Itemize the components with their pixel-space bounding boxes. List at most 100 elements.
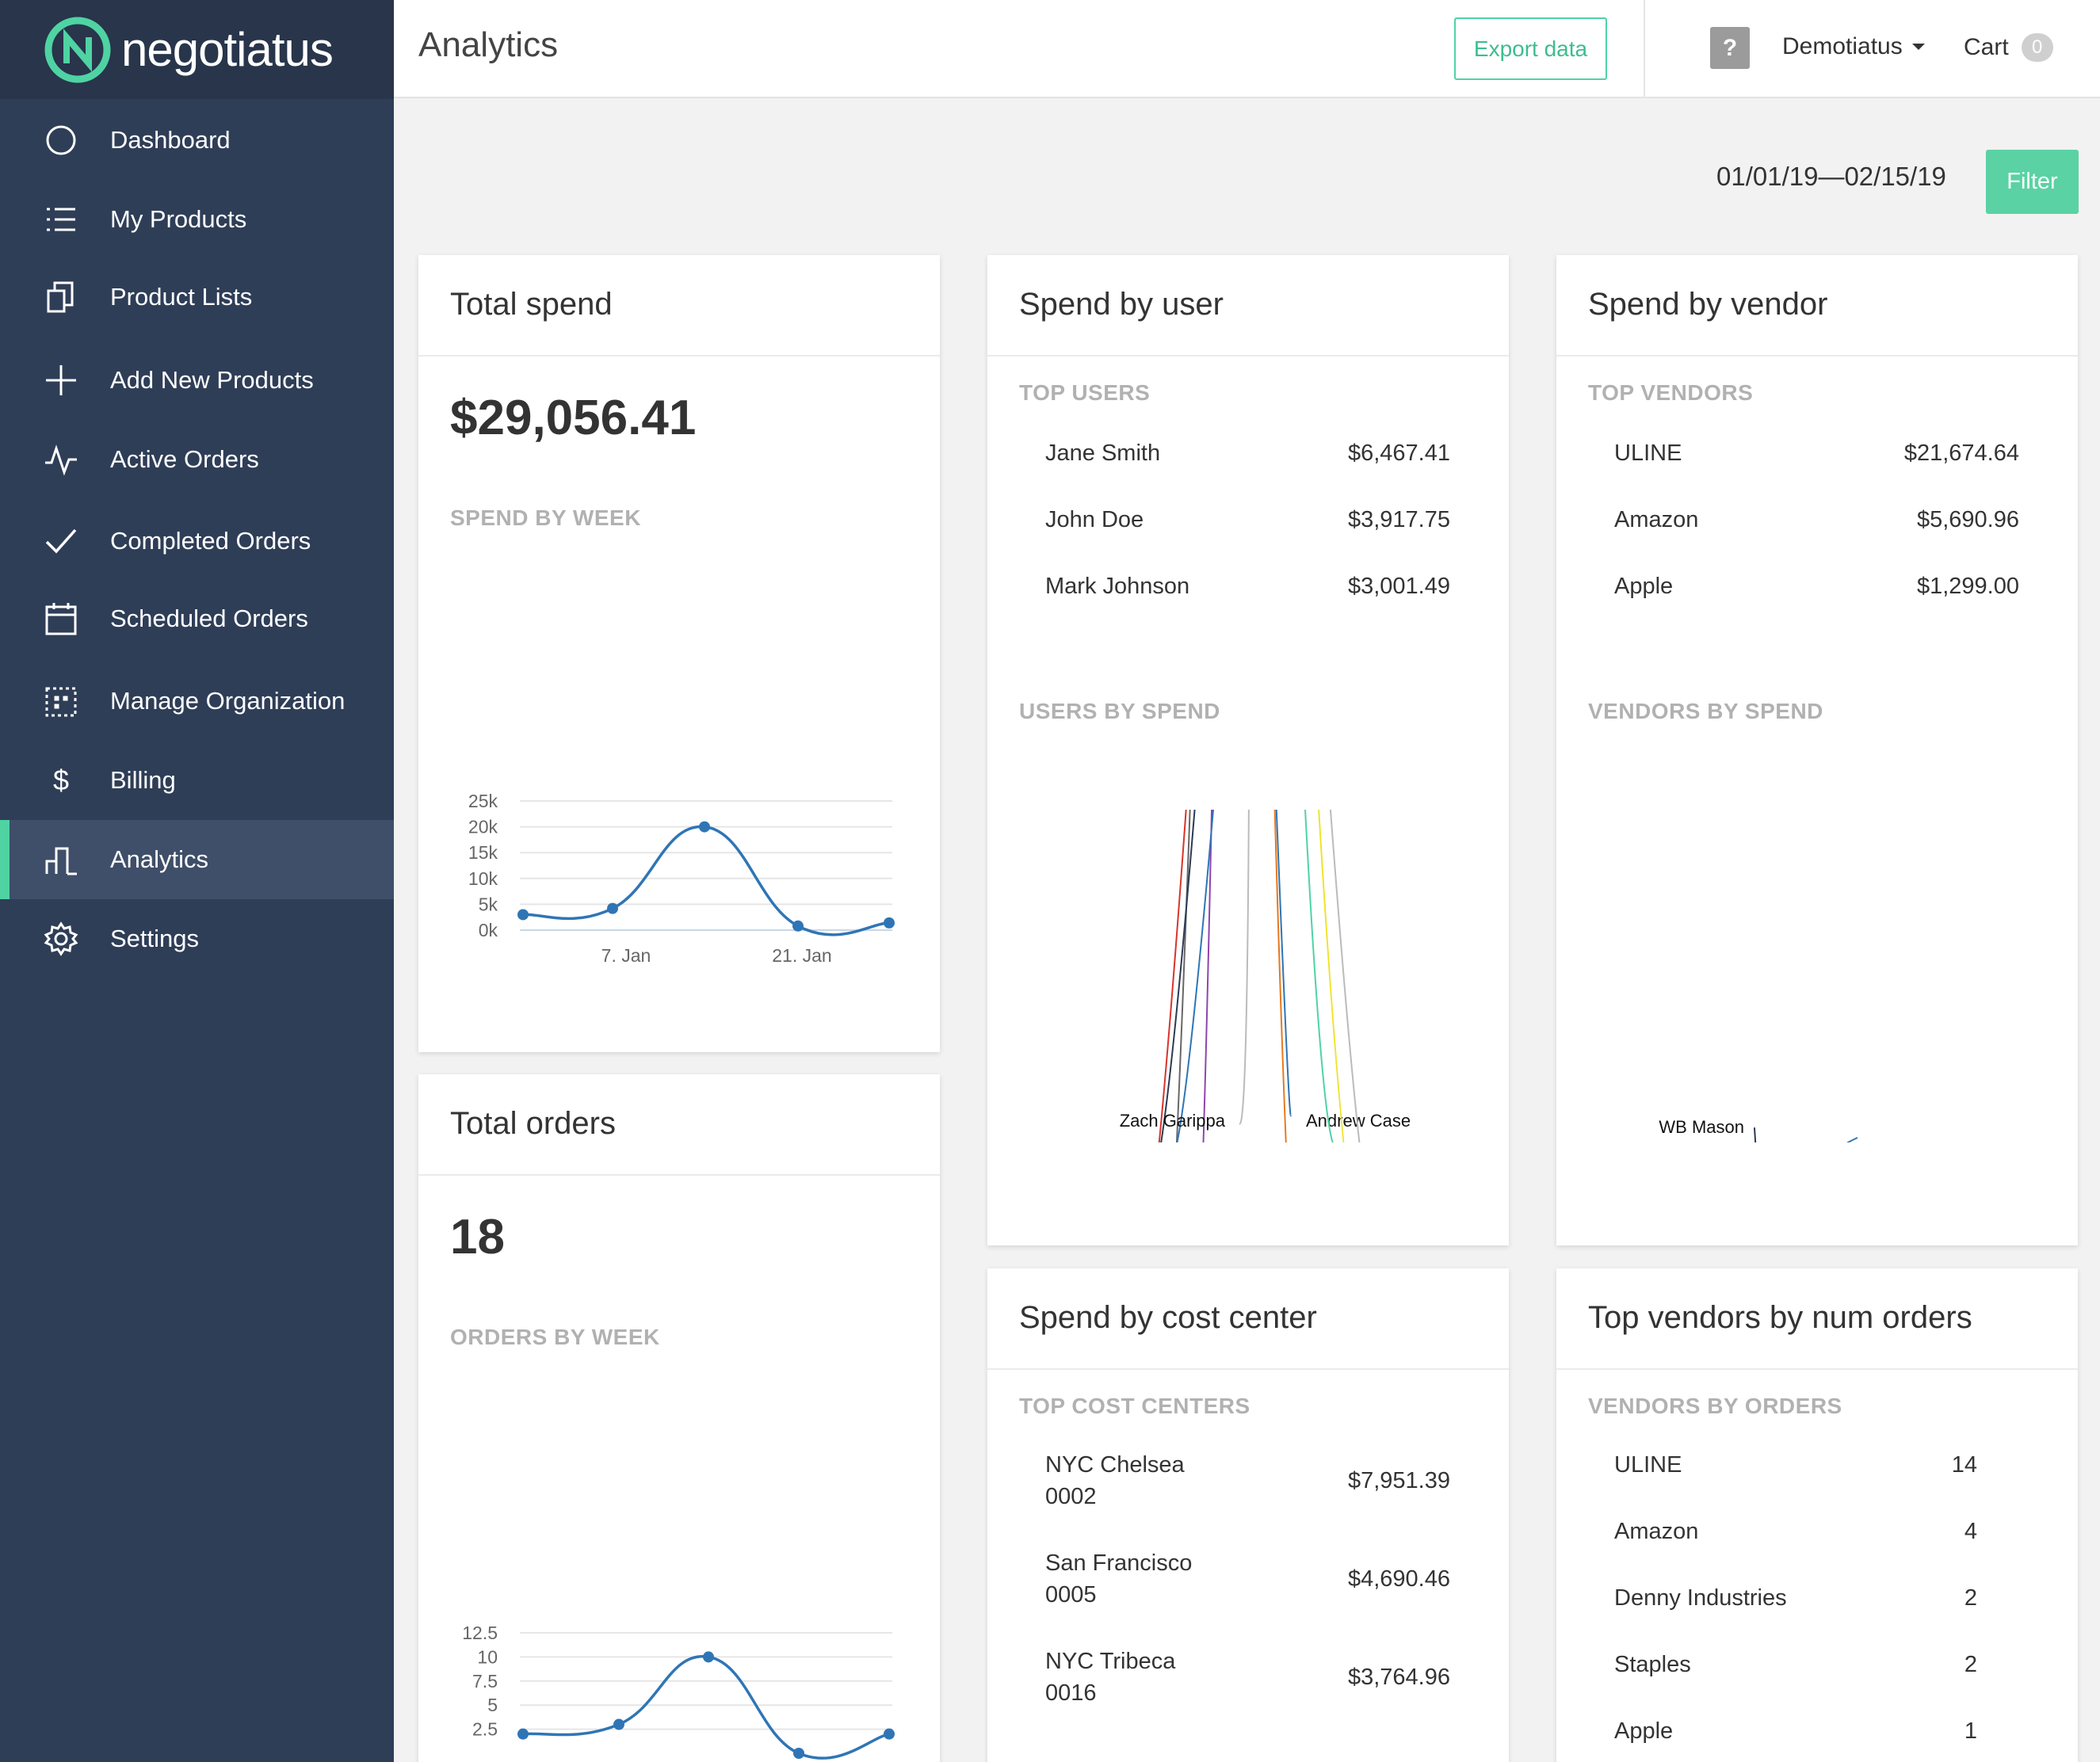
- user-spend: $3,917.75: [1347, 507, 1450, 532]
- total-spend-card: Total spend $29,056.41 SPEND BY WEEK 0k 5…: [418, 255, 940, 1052]
- y-tick-label: 5: [487, 1695, 498, 1715]
- pie-label: Amazon: [1873, 1139, 1938, 1142]
- vendors-by-spend-pie-chart: AmazonAppleBest BuyDenny IndustriesGiftc…: [1659, 1117, 1938, 1142]
- date-range-picker[interactable]: 01/01/19—02/15/19: [1716, 162, 1946, 191]
- card-title: Top vendors by num orders: [1556, 1268, 2078, 1370]
- gear-icon: [44, 921, 78, 956]
- pie-connector: [1176, 810, 1214, 1142]
- pie-connector: [1275, 810, 1292, 1117]
- user-name: Jane Smith: [1045, 440, 1161, 466]
- sidebar-item-label: Scheduled Orders: [110, 604, 308, 632]
- sidebar-item-billing[interactable]: $ Billing: [0, 741, 394, 820]
- logo-text: negotiatus: [121, 23, 334, 76]
- analytics-icon: [44, 842, 78, 877]
- section-label: TOP VENDORS: [1588, 380, 1754, 405]
- sidebar-item-label: Product Lists: [110, 283, 253, 311]
- section-label: VENDORS BY SPEND: [1588, 699, 1823, 723]
- logo[interactable]: negotiatus: [0, 0, 394, 99]
- pie-connector: [1304, 810, 1334, 1142]
- sidebar-item-analytics[interactable]: Analytics: [0, 820, 394, 899]
- pulse-icon: [44, 442, 78, 477]
- sidebar-item-label: Add New Products: [110, 366, 314, 394]
- total-orders-card: Total orders 18 ORDERS BY WEEK 2.5 5 7.5 10…: [418, 1074, 940, 1762]
- vendor-name: ULINE: [1614, 440, 1682, 466]
- section-label: SPEND BY WEEK: [450, 505, 641, 530]
- sidebar-item-settings[interactable]: Settings: [0, 899, 394, 978]
- data-point: [517, 909, 529, 921]
- spend-by-vendor-card: Spend by vendor TOP VENDORS ULINE $21,67…: [1556, 255, 2078, 1245]
- vendor-spend: $5,690.96: [1916, 507, 2019, 532]
- orders-by-week-chart: 2.5 5 7.5 10 12.5: [462, 1623, 895, 1760]
- vendor-order-count: 1: [1964, 1718, 1977, 1744]
- data-point: [884, 917, 895, 929]
- y-tick-label: 10k: [468, 868, 498, 889]
- filter-button[interactable]: Filter: [1986, 150, 2079, 214]
- vendor-name: ULINE: [1614, 1452, 1682, 1478]
- y-tick-label: 7.5: [472, 1671, 498, 1691]
- pie-connector: [1160, 810, 1196, 1142]
- y-tick-label: 2.5: [472, 1719, 498, 1740]
- data-point: [793, 1748, 804, 1759]
- vendor-name: Apple: [1614, 574, 1674, 599]
- user-menu[interactable]: Demotiatus: [1782, 33, 1925, 60]
- sidebar-item-label: Active Orders: [110, 445, 259, 473]
- pie-label: Andrew Case: [1306, 1111, 1411, 1131]
- vendor-order-count: 4: [1964, 1519, 1977, 1544]
- vendor-name: Amazon: [1614, 1519, 1699, 1544]
- sidebar-item-label: Billing: [110, 766, 176, 794]
- y-tick-label: 15k: [468, 842, 498, 863]
- vendor-name: Apple: [1614, 1718, 1674, 1744]
- sidebar-item-manage-organization[interactable]: Manage Organization: [0, 662, 394, 741]
- card-title: Spend by vendor: [1556, 255, 2078, 357]
- series-line: [522, 1655, 890, 1760]
- user-name: Demotiatus: [1782, 33, 1903, 59]
- plus-icon: [44, 363, 78, 398]
- org-icon: [44, 684, 78, 719]
- cost-center-name: San Francisco 0005: [1045, 1550, 1193, 1608]
- section-label: TOP COST CENTERS: [1019, 1394, 1250, 1418]
- y-tick-label: 20k: [468, 817, 498, 837]
- sidebar-item-label: Manage Organization: [110, 687, 346, 715]
- pie-connector: [1158, 810, 1187, 1142]
- sidebar-item-my-products[interactable]: My Products: [0, 180, 394, 259]
- copy-icon: [44, 280, 78, 315]
- pie-connector: [1202, 810, 1213, 1142]
- sidebar-item-scheduled-orders[interactable]: Scheduled Orders: [0, 579, 394, 658]
- spend-by-user-card: Spend by user TOP USERS Jane Smith $6,46…: [987, 255, 1509, 1245]
- sidebar: negotiatus Dashboard My Products Product…: [0, 0, 394, 1762]
- data-point: [517, 1728, 529, 1740]
- pie-connector: [1273, 810, 1287, 1142]
- cost-center-name: NYC Chelsea 0002: [1045, 1452, 1185, 1509]
- cost-center-spend: $4,690.46: [1347, 1566, 1450, 1592]
- sidebar-item-add-new-products[interactable]: Add New Products: [0, 341, 394, 420]
- data-point: [613, 1718, 624, 1730]
- topbar: Analytics Export data ? Demotiatus Cart …: [394, 0, 2100, 98]
- data-point: [607, 902, 618, 914]
- help-button[interactable]: ?: [1710, 27, 1750, 69]
- sidebar-item-completed-orders[interactable]: Completed Orders: [0, 502, 394, 581]
- sidebar-item-label: Analytics: [110, 845, 209, 873]
- svg-text:$: $: [53, 764, 69, 796]
- user-name: John Doe: [1045, 507, 1144, 532]
- cart-count-badge: 0: [2021, 33, 2053, 62]
- sidebar-item-product-lists[interactable]: Product Lists: [0, 257, 394, 337]
- pie-connector: [1754, 1127, 1757, 1142]
- calendar-icon: [44, 601, 78, 636]
- total-spend-amount: $29,056.41: [450, 391, 697, 445]
- pie-connector: [1239, 810, 1250, 1125]
- cost-center-name: NYC Tribeca 0016: [1045, 1649, 1176, 1706]
- user-name: Mark Johnson: [1045, 574, 1190, 599]
- check-icon: [44, 524, 78, 559]
- user-spend: $6,467.41: [1347, 440, 1450, 466]
- sidebar-item-active-orders[interactable]: Active Orders: [0, 420, 394, 499]
- section-label: USERS BY SPEND: [1019, 699, 1220, 723]
- logo-mark-icon: [44, 17, 111, 82]
- dollar-icon: $: [44, 763, 78, 798]
- y-tick-label: 10: [477, 1646, 498, 1667]
- sidebar-item-label: Dashboard: [110, 126, 231, 154]
- sidebar-item-dashboard[interactable]: Dashboard: [0, 101, 394, 180]
- cart-button[interactable]: Cart 0: [1964, 33, 2053, 62]
- vendor-order-count: 14: [1951, 1452, 1977, 1478]
- caret-down-icon: [1911, 44, 1925, 50]
- export-data-button[interactable]: Export data: [1454, 17, 1607, 80]
